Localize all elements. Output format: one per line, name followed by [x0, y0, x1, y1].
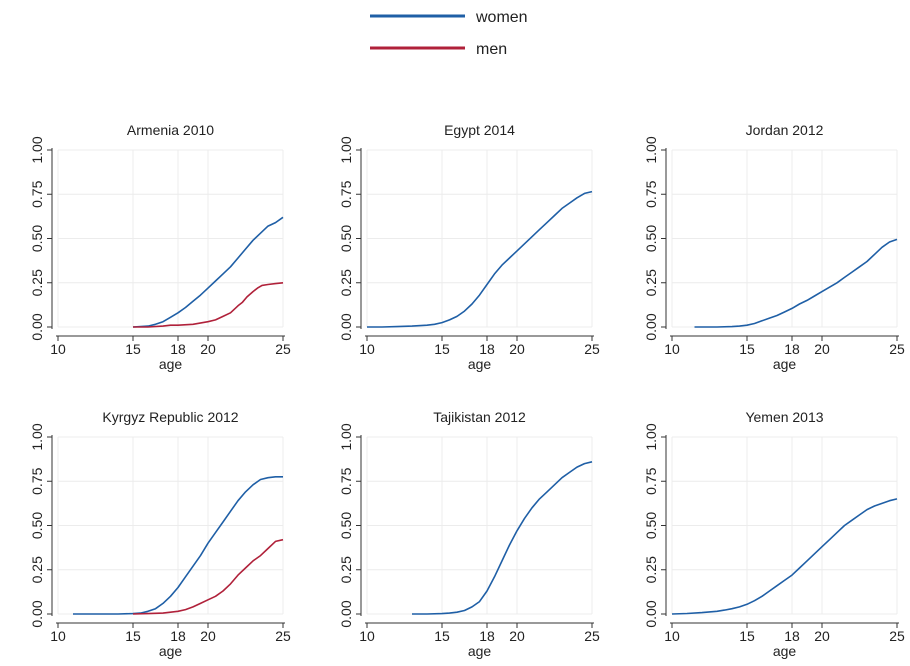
- legend-label-men: men: [476, 41, 507, 58]
- x-tick-label: 20: [200, 341, 216, 357]
- panel-yemen-2013: Yemen 2013 10 15 18 20 25 age 0.00 0.25 0.50 0.75 1…: [643, 409, 905, 659]
- x-tick-label: 10: [50, 341, 66, 357]
- x-tick-label: 25: [889, 341, 905, 357]
- y-tick-label: 0.00: [643, 600, 659, 627]
- panel-title: Yemen 2013: [745, 409, 823, 425]
- y-tick-label: 0.25: [338, 269, 354, 296]
- x-tick-label: 15: [434, 628, 450, 644]
- y-tick-label: 1.00: [338, 136, 354, 163]
- series-line-men: [132, 538, 284, 615]
- legend-label-women: women: [475, 9, 528, 26]
- x-axis-label: age: [468, 643, 492, 659]
- panel-title: Jordan 2012: [746, 122, 824, 138]
- series-line-women: [671, 498, 898, 615]
- x-tick-label: 25: [584, 628, 600, 644]
- x-tick-label: 15: [739, 341, 755, 357]
- y-tick-label: 0.50: [643, 512, 659, 539]
- x-tick-label: 25: [584, 341, 600, 357]
- y-tick-label: 0.25: [29, 269, 45, 296]
- x-tick-label: 18: [170, 341, 186, 357]
- x-tick-label: 15: [125, 341, 141, 357]
- y-tick-label: 0.00: [338, 600, 354, 627]
- legend: women men: [370, 9, 528, 58]
- y-tick-label: 0.25: [643, 269, 659, 296]
- y-tick-label: 0.75: [29, 467, 45, 494]
- x-tick-label: 20: [814, 628, 830, 644]
- x-tick-label: 10: [664, 341, 680, 357]
- y-tick-label: 0.25: [338, 556, 354, 583]
- y-tick-label: 0.50: [29, 225, 45, 252]
- x-tick-label: 25: [275, 341, 291, 357]
- series-line-women: [367, 190, 593, 328]
- x-tick-label: 18: [479, 341, 495, 357]
- y-tick-label: 0.25: [643, 556, 659, 583]
- x-axis-label: age: [159, 643, 183, 659]
- y-tick-label: 1.00: [643, 136, 659, 163]
- y-tick-label: 0.75: [643, 180, 659, 207]
- panel-title: Kyrgyz Republic 2012: [102, 409, 238, 425]
- x-tick-label: 10: [359, 628, 375, 644]
- y-tick-label: 0.50: [643, 225, 659, 252]
- y-tick-label: 0.00: [29, 600, 45, 627]
- y-tick-label: 1.00: [643, 423, 659, 450]
- panel-armenia-2010: Armenia 2010 10 15 18 20 25 age 0.00 0.25 0.50 0.7…: [29, 122, 291, 372]
- y-tick-label: 1.00: [29, 136, 45, 163]
- x-axis-label: age: [468, 356, 492, 372]
- y-tick-label: 0.50: [338, 225, 354, 252]
- y-tick-label: 1.00: [338, 423, 354, 450]
- x-tick-label: 10: [50, 628, 66, 644]
- x-tick-label: 15: [434, 341, 450, 357]
- x-tick-label: 18: [784, 341, 800, 357]
- x-axis-label: age: [773, 356, 797, 372]
- x-tick-label: 25: [275, 628, 291, 644]
- x-axis-label: age: [159, 356, 183, 372]
- x-tick-label: 18: [479, 628, 495, 644]
- series-line-women: [412, 461, 593, 615]
- panel-title: Egypt 2014: [444, 122, 515, 138]
- y-tick-label: 0.50: [338, 512, 354, 539]
- y-tick-label: 0.75: [643, 467, 659, 494]
- y-tick-label: 1.00: [29, 423, 45, 450]
- x-tick-label: 20: [814, 341, 830, 357]
- y-tick-label: 0.75: [29, 180, 45, 207]
- x-tick-label: 20: [509, 628, 525, 644]
- panel-title: Tajikistan 2012: [433, 409, 526, 425]
- y-tick-label: 0.00: [29, 313, 45, 340]
- x-tick-label: 18: [784, 628, 800, 644]
- panel-egypt-2014: Egypt 2014 10 15 18 20 25 age 0.00 0.25 0.50 0.75 1…: [338, 122, 600, 372]
- x-tick-label: 25: [889, 628, 905, 644]
- x-tick-label: 10: [359, 341, 375, 357]
- y-tick-label: 0.00: [643, 313, 659, 340]
- panel-title: Armenia 2010: [127, 122, 214, 138]
- series-line-women: [132, 216, 284, 328]
- y-tick-label: 0.00: [338, 313, 354, 340]
- x-tick-label: 10: [664, 628, 680, 644]
- y-tick-label: 0.75: [338, 180, 354, 207]
- x-tick-label: 18: [170, 628, 186, 644]
- x-tick-label: 15: [739, 628, 755, 644]
- y-tick-label: 0.75: [338, 467, 354, 494]
- y-tick-label: 0.25: [29, 556, 45, 583]
- x-axis-label: age: [773, 643, 797, 659]
- x-tick-label: 15: [125, 628, 141, 644]
- series-line-women: [694, 238, 898, 328]
- x-tick-label: 20: [200, 628, 216, 644]
- series-line-men: [133, 282, 284, 328]
- y-tick-label: 0.50: [29, 512, 45, 539]
- x-tick-label: 20: [509, 341, 525, 357]
